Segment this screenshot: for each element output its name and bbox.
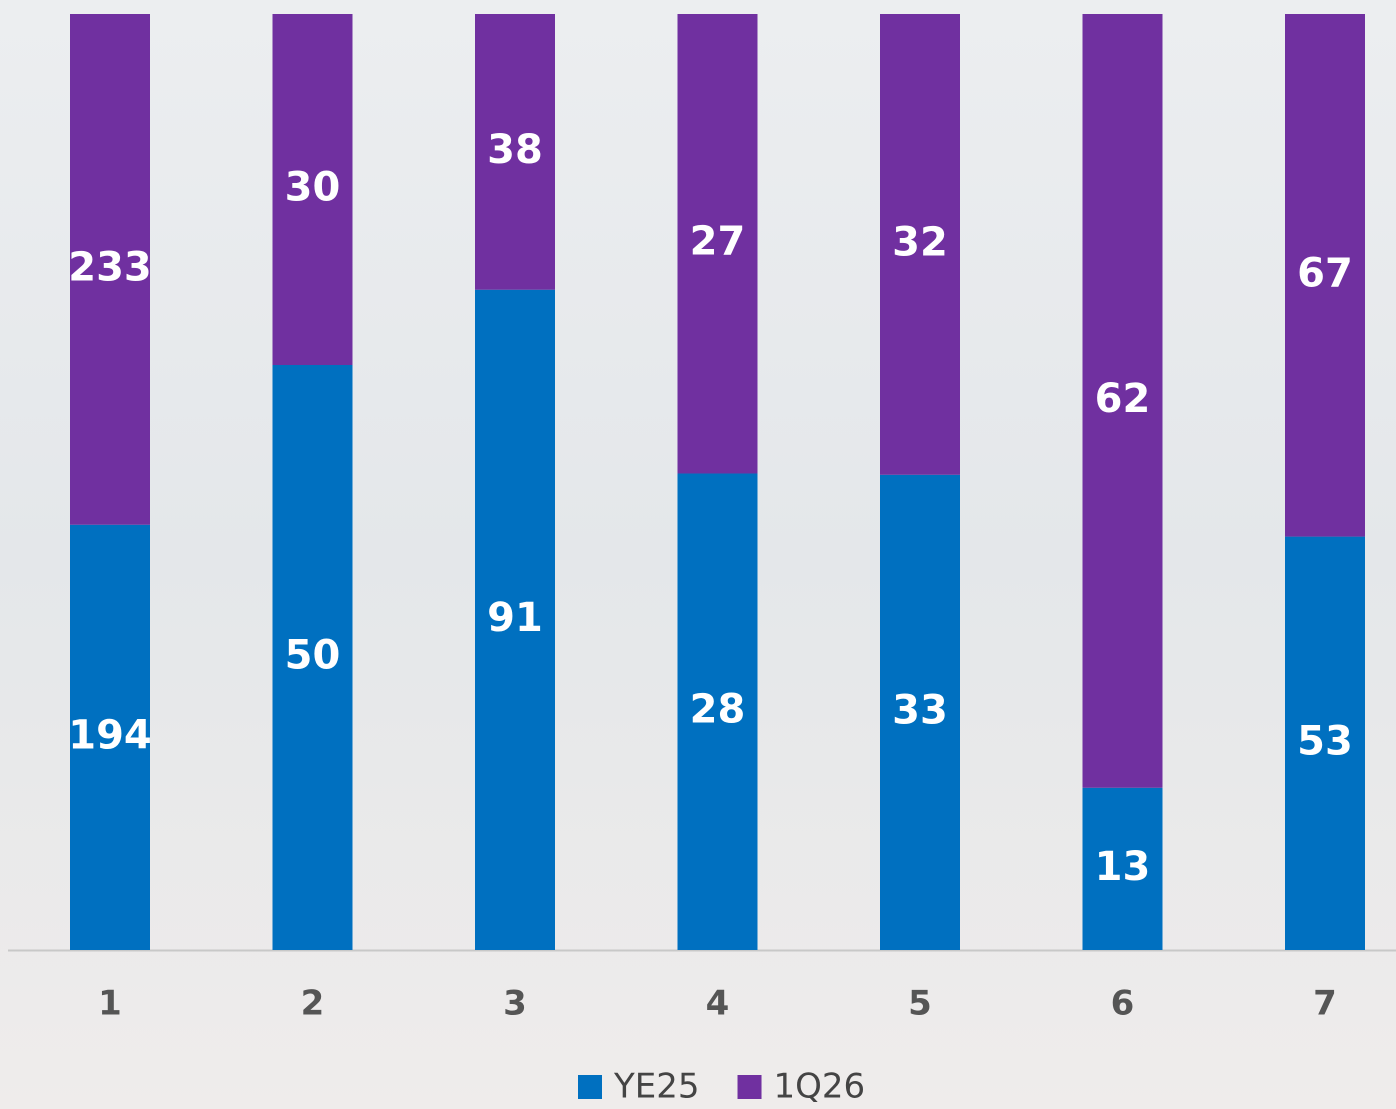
x-tick-label: 6	[1111, 984, 1135, 1024]
data-label: 194	[68, 712, 152, 758]
data-label: 13	[1095, 844, 1151, 890]
legend-swatch	[738, 1075, 762, 1099]
legend-label: 1Q26	[774, 1067, 866, 1107]
data-label: 28	[690, 687, 746, 733]
data-label: 50	[285, 633, 341, 679]
data-label: 233	[68, 244, 152, 290]
data-label: 38	[487, 127, 543, 173]
data-label: 33	[892, 687, 948, 733]
data-label: 91	[487, 595, 543, 641]
x-tick-label: 1	[98, 984, 122, 1024]
x-tick-label: 4	[706, 984, 730, 1024]
chart: 1 194 233 2 50 30 3 91 38 4 28 27 5 33 32 6 13 62 7 53 67 YE2…	[0, 0, 1396, 1109]
data-label: 53	[1297, 718, 1353, 764]
data-label: 67	[1297, 250, 1353, 296]
data-label: 32	[892, 219, 948, 265]
x-tick-label: 3	[503, 984, 527, 1024]
data-label: 30	[285, 165, 341, 211]
legend-swatch	[578, 1075, 602, 1099]
legend-label: YE25	[613, 1067, 700, 1107]
data-label: 62	[1095, 376, 1151, 422]
x-tick-label: 5	[908, 984, 932, 1024]
x-tick-label: 7	[1313, 984, 1337, 1024]
data-label: 27	[690, 219, 746, 265]
x-tick-label: 2	[301, 984, 325, 1024]
